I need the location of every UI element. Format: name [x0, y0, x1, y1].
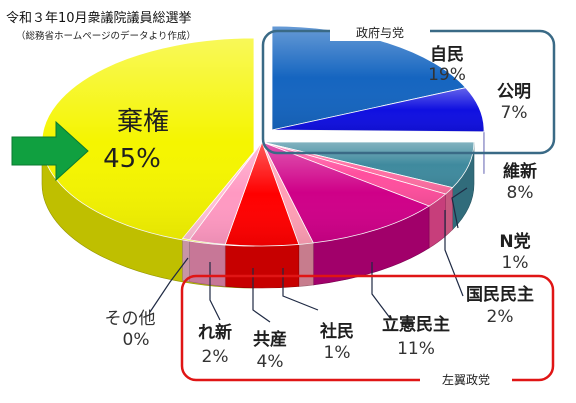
label-name-ldp: 自民	[430, 44, 464, 65]
label-pct-ishin: 8%	[507, 183, 534, 203]
label-pct-nhk: 1%	[502, 253, 529, 273]
label-name-komeito: 公明	[497, 82, 531, 102]
pie-slice-gloss-abstain	[42, 38, 254, 246]
leader-line	[444, 210, 464, 297]
chart-title: 令和３年10月衆議院議員総選挙	[6, 10, 192, 26]
chart-subtitle: （総務省ホームページのデータより作成）	[16, 30, 196, 42]
leader-line	[371, 262, 391, 319]
pie-slice-gloss-other	[182, 142, 262, 240]
pie-side-nhk	[445, 186, 453, 237]
label-name-nhk: N党	[499, 231, 530, 252]
pie-slice-gloss-jcp	[225, 142, 299, 247]
leader-line	[252, 268, 271, 323]
label-name-reiwa: れ新	[198, 322, 232, 343]
opposition-group-label: 左翼政党	[442, 372, 490, 387]
label-name-sdp: 社民	[319, 321, 354, 342]
government-group-label-bg	[330, 23, 430, 41]
pie-slice-gloss-ldp	[272, 26, 466, 130]
label-pct-cdp: 11%	[397, 339, 435, 359]
label-pct-sdp: 1%	[324, 343, 351, 363]
label-name-ishin: 維新	[503, 161, 537, 182]
label-name-dpfp: 国民民主	[466, 284, 534, 305]
government-group-label: 政府与党	[356, 25, 404, 40]
label-name-abstain: 棄権	[117, 107, 169, 137]
label-name-other: その他	[105, 309, 156, 329]
opposition-group-label-bg	[420, 370, 512, 390]
pie-slice-gloss-reiwa	[189, 142, 262, 245]
pie-slice-gloss-komeito	[272, 87, 484, 132]
arrow-icon	[11, 120, 89, 182]
label-pct-other: 0%	[123, 330, 150, 350]
pie-side-sdp	[298, 242, 314, 287]
leader-line	[209, 262, 221, 321]
label-pct-dpfp: 2%	[487, 307, 514, 327]
pie-slice-gloss-nhk	[262, 142, 453, 194]
label-pct-reiwa: 2%	[202, 347, 229, 367]
label-name-cdp: 立憲民主	[382, 314, 450, 335]
label-pct-abstain: 45%	[103, 144, 161, 174]
label-pct-ldp: 19%	[428, 65, 466, 85]
pie-side-reiwa	[189, 239, 226, 287]
label-pct-komeito: 7%	[501, 103, 528, 123]
label-name-jcp: 共産	[253, 329, 287, 350]
leader-line	[282, 268, 319, 311]
pie-leader-lines	[149, 187, 468, 323]
pie-slice-gloss-dpfp	[262, 142, 446, 207]
pie-side-jcp	[224, 244, 300, 289]
leader-line	[149, 257, 189, 313]
pie-labels: 棄権45%自民19%公明7%維新8%N党1%国民民主2%立憲民主11%社民1%共…	[103, 44, 537, 372]
opposition-group-box	[180, 274, 555, 382]
pie-slice-gloss-cdp	[262, 142, 430, 243]
label-pct-jcp: 4%	[257, 352, 284, 372]
leader-line	[451, 187, 468, 229]
pie-slice-gloss-sdp	[262, 142, 314, 245]
